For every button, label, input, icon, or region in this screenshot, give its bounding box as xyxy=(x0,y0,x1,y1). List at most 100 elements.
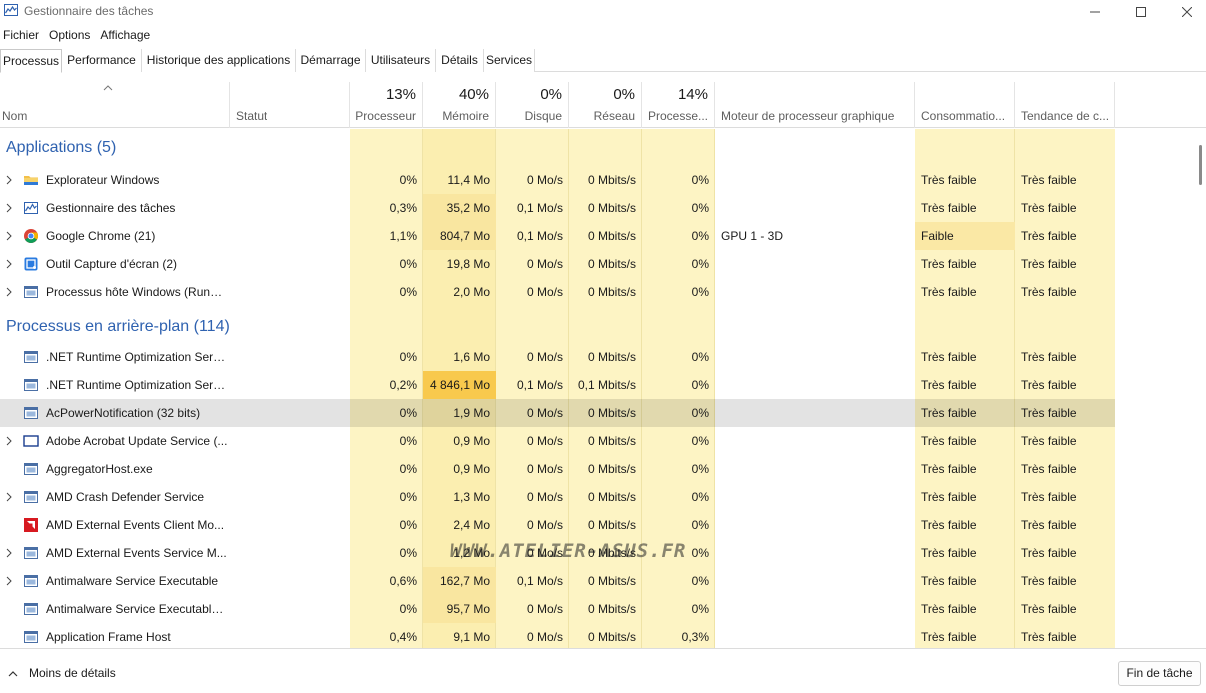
app-window-icon xyxy=(24,491,38,503)
column-network[interactable]: 0% Réseau xyxy=(569,82,642,128)
table-row[interactable]: Antimalware Service Executable... 0% 95,7 … xyxy=(0,595,1115,623)
watermark: WWW.ATELIER-ASUS.FR xyxy=(450,540,687,562)
disk-total: 0% xyxy=(540,86,562,103)
process-name: AcPowerNotification (32 bits) xyxy=(46,406,201,420)
scroll-thumb[interactable] xyxy=(1199,145,1202,185)
tab-app-history[interactable]: Historique des applications xyxy=(142,49,296,72)
chevron-up-icon[interactable] xyxy=(8,670,18,677)
table-row[interactable]: Processus hôte Windows (Rundl... 0% 2,0 Mo… xyxy=(0,278,1115,306)
chevron-right-icon[interactable] xyxy=(5,203,13,213)
column-gpu[interactable]: 14% Processe... xyxy=(642,82,715,128)
cell-cpu: 0% xyxy=(399,285,417,299)
process-name: Google Chrome (21) xyxy=(46,229,156,243)
cell-power: Très faible xyxy=(921,285,977,299)
end-task-button[interactable]: Fin de tâche xyxy=(1118,661,1201,686)
tab-performance[interactable]: Performance xyxy=(62,49,142,72)
app-window-icon xyxy=(24,379,38,391)
table-row[interactable]: .NET Runtime Optimization Serv... 0,2% 4 8… xyxy=(0,371,1115,399)
tab-details[interactable]: Détails xyxy=(436,49,484,72)
column-status[interactable]: Statut xyxy=(230,82,350,128)
table-row[interactable]: AMD Crash Defender Service 0% 1,3 Mo 0 Mo/s… xyxy=(0,483,1115,511)
column-disk[interactable]: 0% Disque xyxy=(496,82,569,128)
column-name[interactable]: Nom xyxy=(0,82,230,128)
task-manager-icon xyxy=(4,4,18,16)
table-row[interactable]: Application Frame Host 0,4% 9,1 Mo 0 Mo/s 0 … xyxy=(0,623,1115,648)
cell-cpu: 0% xyxy=(399,602,417,616)
cell-memory: 0,9 Mo xyxy=(453,434,490,448)
cell-cpu: 0% xyxy=(399,350,417,364)
group-header-apps[interactable]: Applications (5) xyxy=(6,139,117,156)
table-row[interactable]: Adobe Acrobat Update Service (... 0% 0,9 M… xyxy=(0,427,1115,455)
cell-power-trend: Très faible xyxy=(1021,406,1077,420)
chevron-right-icon[interactable] xyxy=(5,259,13,269)
column-power[interactable]: Consommatio... xyxy=(915,82,1015,128)
menu-view[interactable]: Affichage xyxy=(100,28,151,42)
minimize-icon xyxy=(1090,11,1100,13)
column-gpu-label: Processe... xyxy=(647,109,708,123)
memory-total: 40% xyxy=(458,86,489,103)
table-row[interactable]: .NET Runtime Optimization Serv... 0% 1,6 M… xyxy=(0,343,1115,371)
table-row[interactable]: Gestionnaire des tâches 0,3% 35,2 Mo 0,1 Mo… xyxy=(0,194,1115,222)
group-header-background[interactable]: Processus en arrière-plan (114) xyxy=(6,318,230,335)
vertical-scrollbar[interactable] xyxy=(1195,129,1206,648)
tab-startup[interactable]: Démarrage xyxy=(296,49,366,72)
table-row[interactable]: AggregatorHost.exe 0% 0,9 Mo 0 Mo/s 0 Mbits/… xyxy=(0,455,1115,483)
app-window-icon xyxy=(24,286,38,298)
cell-disk: 0 Mo/s xyxy=(526,406,563,420)
table-row[interactable]: Antimalware Service Executable 0,6% 162,7 … xyxy=(0,567,1115,595)
chevron-right-icon[interactable] xyxy=(5,287,13,297)
cell-power: Très faible xyxy=(921,574,977,588)
cell-network: 0 Mbits/s xyxy=(587,350,636,364)
cell-power-trend: Très faible xyxy=(1021,173,1077,187)
less-details-link[interactable]: Moins de détails xyxy=(29,666,116,680)
cell-power-trend: Très faible xyxy=(1021,462,1077,476)
column-memory[interactable]: 40% Mémoire xyxy=(423,82,496,128)
cell-network: 0 Mbits/s xyxy=(587,518,636,532)
cell-disk: 0 Mo/s xyxy=(526,173,563,187)
table-row[interactable]: AMD External Events Client Mo... 0% 2,4 Mo… xyxy=(0,511,1115,539)
chevron-right-icon[interactable] xyxy=(5,231,13,241)
close-icon xyxy=(1182,7,1192,17)
process-name: Antimalware Service Executable xyxy=(46,574,219,588)
cell-gpu: 0% xyxy=(691,518,709,532)
menu-options[interactable]: Options xyxy=(49,28,91,42)
table-row[interactable]: AMD External Events Service M... 0% 1,2 Mo… xyxy=(0,539,1115,567)
cell-power: Très faible xyxy=(921,201,977,215)
process-name: .NET Runtime Optimization Serv... xyxy=(46,350,228,364)
table-row[interactable]: Outil Capture d'écran (2) 0% 19,8 Mo 0 Mo/s… xyxy=(0,250,1115,278)
cell-memory: 1,2 Mo xyxy=(453,546,490,560)
chevron-right-icon[interactable] xyxy=(5,175,13,185)
table-row[interactable]: AcPowerNotification (32 bits) 0% 1,9 Mo 0 M… xyxy=(0,399,1115,427)
cell-gpu: 0% xyxy=(691,602,709,616)
column-disk-label: Disque xyxy=(524,109,562,123)
process-list: Applications (5) Explorateur Windows 0% 11,… xyxy=(0,129,1195,648)
cell-power-trend: Très faible xyxy=(1021,201,1077,215)
cell-memory: 162,7 Mo xyxy=(439,574,490,588)
cell-disk: 0 Mo/s xyxy=(526,602,563,616)
chevron-right-icon[interactable] xyxy=(5,492,13,502)
cell-cpu: 0% xyxy=(399,462,417,476)
minimize-button[interactable] xyxy=(1072,0,1118,24)
cell-power-trend: Très faible xyxy=(1021,285,1077,299)
tab-processes[interactable]: Processus xyxy=(0,49,62,73)
chevron-right-icon[interactable] xyxy=(5,548,13,558)
cell-power-trend: Très faible xyxy=(1021,546,1077,560)
tab-bar: Processus Performance Historique des app… xyxy=(0,49,1206,73)
tab-users[interactable]: Utilisateurs xyxy=(366,49,436,72)
table-row[interactable]: Explorateur Windows 0% 11,4 Mo 0 Mo/s 0 Mbit… xyxy=(0,166,1115,194)
column-power-trend[interactable]: Tendance de c... xyxy=(1015,82,1115,128)
column-cpu[interactable]: 13% Processeur xyxy=(350,82,423,128)
app-window-icon xyxy=(24,631,38,643)
chevron-right-icon[interactable] xyxy=(5,576,13,586)
process-name: Explorateur Windows xyxy=(46,173,160,187)
table-row[interactable]: Google Chrome (21) 1,1% 804,7 Mo 0,1 Mo/s 0 … xyxy=(0,222,1115,250)
app-window-icon xyxy=(24,407,38,419)
cell-network: 0 Mbits/s xyxy=(587,546,636,560)
maximize-button[interactable] xyxy=(1118,0,1164,24)
column-gpu-engine[interactable]: Moteur de processeur graphique xyxy=(715,82,915,128)
cell-cpu: 0,6% xyxy=(389,574,417,588)
tab-services[interactable]: Services xyxy=(484,49,535,72)
close-button[interactable] xyxy=(1164,0,1206,24)
chevron-right-icon[interactable] xyxy=(5,436,13,446)
menu-file[interactable]: Fichier xyxy=(3,28,40,42)
